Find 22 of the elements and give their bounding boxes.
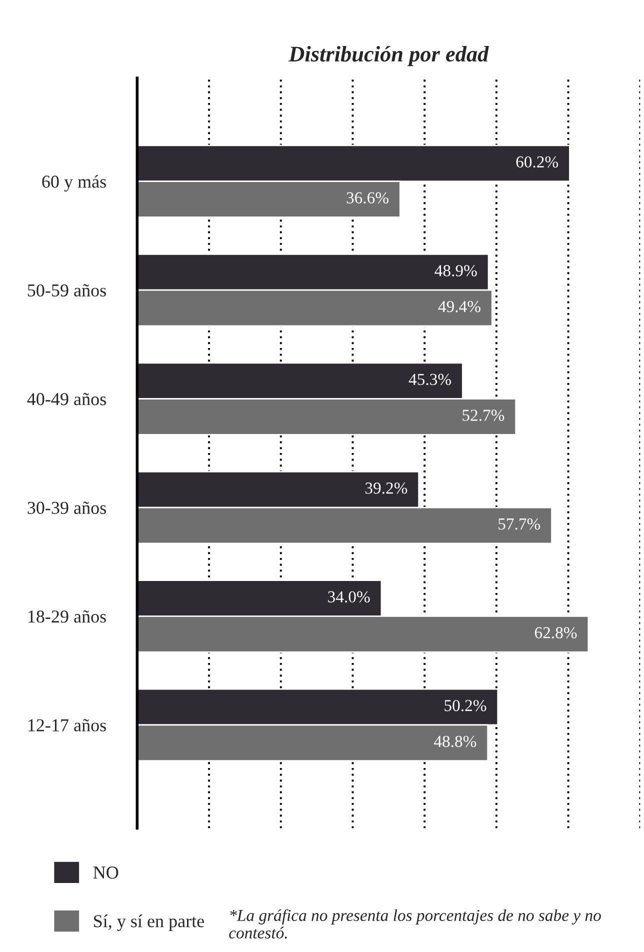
y-tick-label: 18-29 años	[28, 610, 106, 623]
data-label: 36.6%	[346, 192, 388, 204]
data-label: 52.7%	[462, 410, 504, 421]
data-label: 62.8%	[534, 627, 577, 638]
data-label: 60.2%	[516, 156, 558, 168]
data-label: 49.4%	[438, 300, 480, 312]
y-tick-label: 60 y más	[42, 175, 106, 192]
y-tick-label: 40-49 años	[27, 392, 106, 406]
text: *La gráfica no presenta los porcentajes de no sabe y no contestó.	[229, 909, 601, 939]
chart-title: Distribución por edad	[288, 46, 489, 66]
data-label: 57.7%	[498, 518, 540, 530]
y-tick-label: 50-59 años	[28, 284, 106, 297]
legend-label: Sí, y sí en parte	[94, 914, 204, 931]
data-label: 45.3%	[408, 374, 451, 386]
y-tick-label: 30-39 años	[28, 502, 106, 514]
data-label: 48.9%	[434, 265, 477, 276]
legend-label: NO	[93, 866, 118, 879]
data-label: 39.2%	[365, 482, 408, 494]
data-label: 34.0%	[328, 591, 370, 603]
data-label: 50.2%	[444, 700, 486, 712]
data-label: 48.8%	[434, 736, 476, 748]
y-tick-label: 12-17 años	[28, 719, 106, 732]
